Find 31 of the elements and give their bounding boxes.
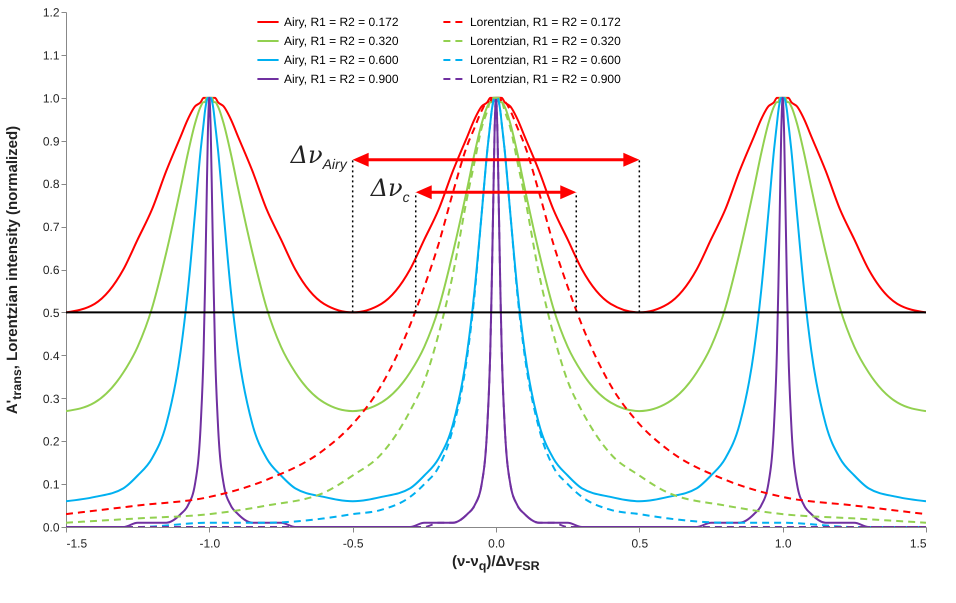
legend-label: Airy, R1 = R2 = 0.172: [284, 15, 399, 29]
y-tick-label: 0.5: [42, 306, 60, 320]
legend-label: Airy, R1 = R2 = 0.320: [284, 34, 399, 48]
y-tick-label: 0.1: [42, 478, 60, 492]
x-tick-label: 0.0: [488, 536, 506, 550]
y-tick-label: 0.7: [42, 220, 60, 234]
x-tick-label: 0.5: [631, 536, 648, 550]
x-tick-label: 1.0: [774, 536, 792, 550]
x-tick-label: -1.5: [66, 536, 88, 550]
legend-label: Lorentzian, R1 = R2 = 0.172: [470, 15, 622, 29]
annotation: Δν$_{Airy}$: [290, 141, 347, 172]
y-tick-label: 0.8: [42, 177, 60, 192]
y-tick-label: 0.3: [42, 392, 60, 406]
y-tick-label: 0.2: [42, 434, 60, 449]
x-tick-label: 1.5: [910, 536, 927, 550]
legend-label: Airy, R1 = R2 = 0.600: [284, 53, 399, 67]
y-tick-label: 0.9: [42, 134, 60, 148]
legend-label: Lorentzian, R1 = R2 = 0.320: [470, 34, 622, 48]
x-tick-label: -0.5: [342, 536, 364, 550]
y-tick-label: 1.1: [42, 48, 60, 62]
legend-label: Lorentzian, R1 = R2 = 0.900: [470, 72, 622, 86]
x-tick-label: -1.0: [199, 536, 220, 550]
y-tick-label: 0.4: [42, 348, 60, 363]
y-tick-label: 0.6: [42, 263, 60, 277]
legend-label: Airy, R1 = R2 = 0.900: [284, 72, 399, 86]
annotation: Δν$_{c}$: [370, 174, 410, 204]
legend-label: Lorentzian, R1 = R2 = 0.600: [470, 53, 622, 67]
y-tick-label: 1.0: [42, 91, 60, 106]
y-tick-label: 1.2: [42, 6, 60, 20]
x-axis-title: (ν-ν$_{q}$)/Δν$_{FSR}$: [452, 553, 540, 573]
y-tick-label: 0.0: [42, 520, 60, 534]
